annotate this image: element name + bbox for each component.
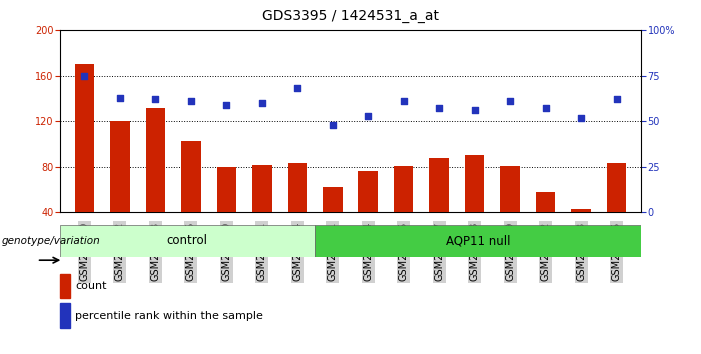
Bar [323, 187, 343, 258]
Bar [75, 64, 94, 258]
Text: genotype/variation: genotype/variation [2, 236, 101, 246]
Text: control: control [167, 234, 207, 247]
Point [362, 113, 374, 119]
Point [398, 98, 409, 104]
Point [221, 102, 232, 108]
Bar [571, 209, 591, 258]
Bar [430, 158, 449, 258]
Bar [287, 164, 307, 258]
Point [576, 115, 587, 120]
Point [114, 95, 125, 101]
Text: percentile rank within the sample: percentile rank within the sample [76, 310, 264, 321]
Point [292, 86, 303, 91]
Bar [60, 274, 70, 298]
Bar [315, 225, 641, 257]
Bar [217, 167, 236, 258]
Point [256, 100, 267, 106]
Bar [394, 166, 414, 258]
Bar [501, 166, 520, 258]
Point [79, 73, 90, 79]
Point [540, 105, 551, 111]
Point [469, 108, 480, 113]
Bar [181, 141, 200, 258]
Bar [358, 171, 378, 258]
Text: count: count [76, 281, 107, 291]
Bar [465, 155, 484, 258]
Point [505, 98, 516, 104]
Bar [607, 164, 626, 258]
Point [611, 97, 622, 102]
Point [150, 97, 161, 102]
Text: AQP11 null: AQP11 null [446, 234, 510, 247]
Bar [60, 303, 70, 328]
Bar [110, 121, 130, 258]
Point [185, 98, 196, 104]
Bar [252, 165, 271, 258]
Bar [60, 225, 315, 257]
Point [327, 122, 339, 128]
Bar [536, 192, 555, 258]
Point [434, 105, 445, 111]
Text: GDS3395 / 1424531_a_at: GDS3395 / 1424531_a_at [262, 9, 439, 23]
Bar [146, 108, 165, 258]
